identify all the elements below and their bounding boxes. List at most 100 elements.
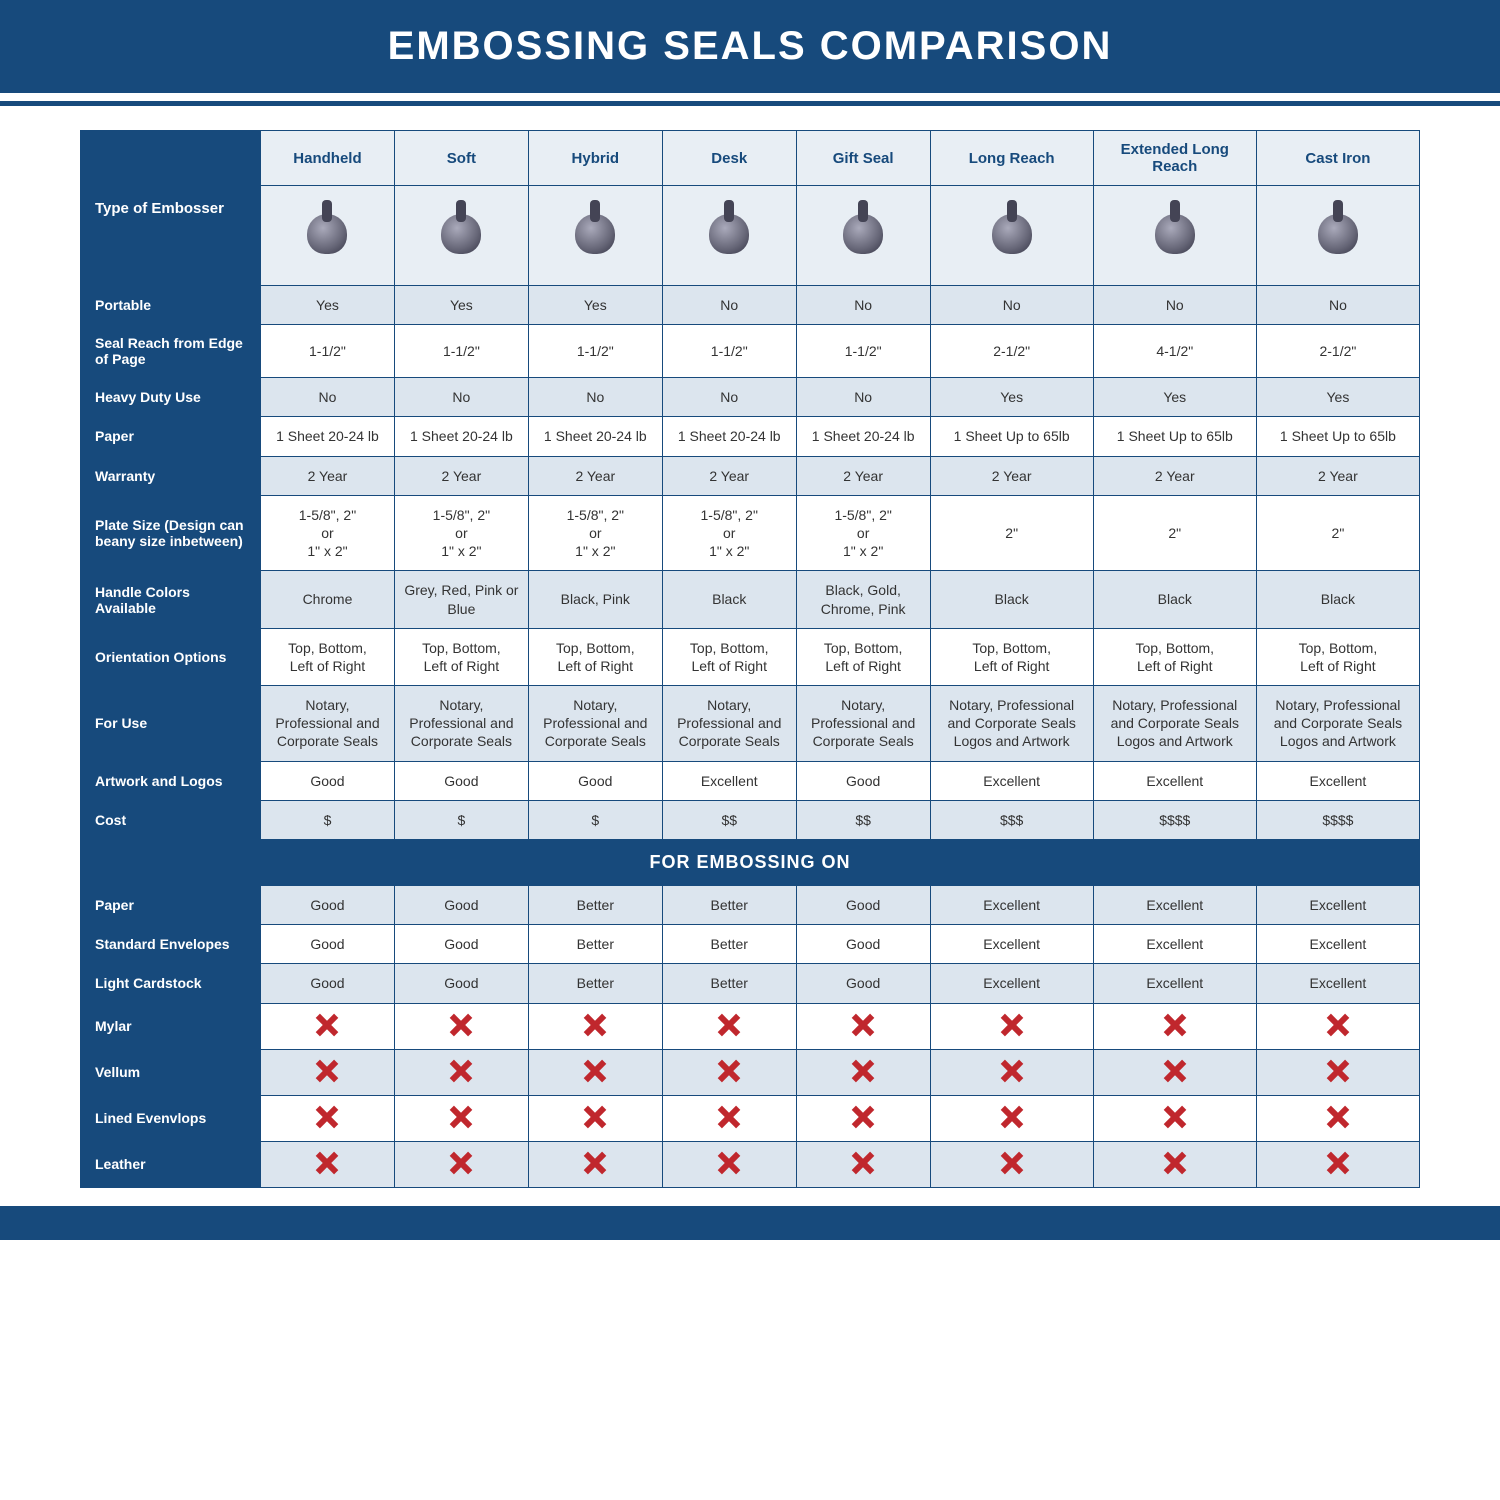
table-cell: Notary, Professional and Corporate Seals [261, 686, 395, 762]
table-cell: 1-5/8", 2" or 1" x 2" [796, 495, 930, 571]
column-header: Extended Long Reach [1093, 131, 1256, 186]
table-cell: No [261, 378, 395, 417]
row-label: For Use [81, 686, 261, 762]
row-label: Leather [81, 1141, 261, 1187]
not-supported-icon [450, 1014, 472, 1036]
row-label: Standard Envelopes [81, 925, 261, 964]
table-cell: Notary, Professional and Corporate Seals… [1256, 686, 1419, 762]
not-supported-icon [1327, 1060, 1349, 1082]
table-cell: 2 Year [1256, 456, 1419, 495]
embosser-icon [1155, 214, 1195, 254]
table-cell: Good [261, 964, 395, 1003]
table-cell: 1 Sheet Up to 65lb [930, 417, 1093, 456]
table-cell: Black [1256, 571, 1419, 628]
table-cell [930, 1049, 1093, 1095]
table-cell: $ [261, 800, 395, 839]
table-cell: Black [1093, 571, 1256, 628]
table-cell [796, 1141, 930, 1187]
table-cell: 1-1/2" [394, 325, 528, 378]
table-cell [394, 1049, 528, 1095]
table-cell: Good [796, 925, 930, 964]
row-label: Plate Size (Design can beany size inbetw… [81, 495, 261, 571]
table-cell [528, 1049, 662, 1095]
table-cell: Notary, Professional and Corporate Seals [394, 686, 528, 762]
not-supported-icon [1327, 1014, 1349, 1036]
table-cell [528, 1141, 662, 1187]
table-cell: 2-1/2" [1256, 325, 1419, 378]
table-cell: Top, Bottom, Left of Right [796, 628, 930, 685]
table-cell: Better [662, 886, 796, 925]
column-header: Desk [662, 131, 796, 186]
table-cell [662, 1141, 796, 1187]
column-header: Cast Iron [1256, 131, 1419, 186]
table-cell: 1 Sheet 20-24 lb [528, 417, 662, 456]
table-cell: Notary, Professional and Corporate Seals [528, 686, 662, 762]
table-cell: 1 Sheet Up to 65lb [1093, 417, 1256, 456]
not-supported-icon [718, 1060, 740, 1082]
table-cell: $$$$ [1093, 800, 1256, 839]
table-cell [528, 1095, 662, 1141]
table-cell: Grey, Red, Pink or Blue [394, 571, 528, 628]
table-cell: Good [394, 886, 528, 925]
not-supported-icon [1164, 1152, 1186, 1174]
table-cell [662, 1049, 796, 1095]
table-cell: Notary, Professional and Corporate Seals… [1093, 686, 1256, 762]
table-cell [261, 1095, 395, 1141]
embosser-icon [992, 214, 1032, 254]
table-cell [394, 1003, 528, 1049]
table-cell: Black, Pink [528, 571, 662, 628]
table-cell: 2 Year [796, 456, 930, 495]
table-cell: 1 Sheet 20-24 lb [261, 417, 395, 456]
not-supported-icon [1164, 1014, 1186, 1036]
table-cell: Better [662, 964, 796, 1003]
table-cell: Yes [394, 286, 528, 325]
table-cell: No [930, 286, 1093, 325]
table-cell: Excellent [1093, 761, 1256, 800]
not-supported-icon [1327, 1152, 1349, 1174]
table-cell: $ [528, 800, 662, 839]
not-supported-icon [450, 1106, 472, 1128]
row-label: Heavy Duty Use [81, 378, 261, 417]
not-supported-icon [316, 1014, 338, 1036]
table-cell: 1-1/2" [662, 325, 796, 378]
not-supported-icon [1001, 1106, 1023, 1128]
not-supported-icon [1001, 1014, 1023, 1036]
table-cell: Good [796, 761, 930, 800]
table-cell: $$$$ [1256, 800, 1419, 839]
embosser-image-cell [930, 186, 1093, 286]
table-cell: 1 Sheet 20-24 lb [662, 417, 796, 456]
table-cell [796, 1049, 930, 1095]
table-cell: Excellent [930, 886, 1093, 925]
table-cell: 1-5/8", 2" or 1" x 2" [662, 495, 796, 571]
table-cell [930, 1003, 1093, 1049]
table-cell: Good [261, 925, 395, 964]
table-cell: Excellent [1256, 964, 1419, 1003]
table-cell [1256, 1141, 1419, 1187]
table-cell: Excellent [1093, 964, 1256, 1003]
table-cell [796, 1003, 930, 1049]
table-cell: Good [261, 886, 395, 925]
table-cell: Top, Bottom, Left of Right [528, 628, 662, 685]
not-supported-icon [316, 1060, 338, 1082]
table-cell: Good [261, 761, 395, 800]
table-cell [394, 1141, 528, 1187]
table-cell: Top, Bottom, Left of Right [261, 628, 395, 685]
table-cell: 2 Year [662, 456, 796, 495]
table-cell: Yes [261, 286, 395, 325]
column-header: Hybrid [528, 131, 662, 186]
table-cell: Better [528, 886, 662, 925]
table-cell: 2" [1093, 495, 1256, 571]
table-cell: Notary, Professional and Corporate Seals [796, 686, 930, 762]
not-supported-icon [1001, 1152, 1023, 1174]
table-cell: Better [528, 925, 662, 964]
table-cell [261, 1003, 395, 1049]
table-cell: 2 Year [394, 456, 528, 495]
row-label: Artwork and Logos [81, 761, 261, 800]
row-label: Warranty [81, 456, 261, 495]
embosser-image-cell [1093, 186, 1256, 286]
table-cell: Excellent [1093, 925, 1256, 964]
row-label: Orientation Options [81, 628, 261, 685]
table-cell [528, 1003, 662, 1049]
table-cell: Excellent [930, 761, 1093, 800]
table-cell: Good [394, 761, 528, 800]
